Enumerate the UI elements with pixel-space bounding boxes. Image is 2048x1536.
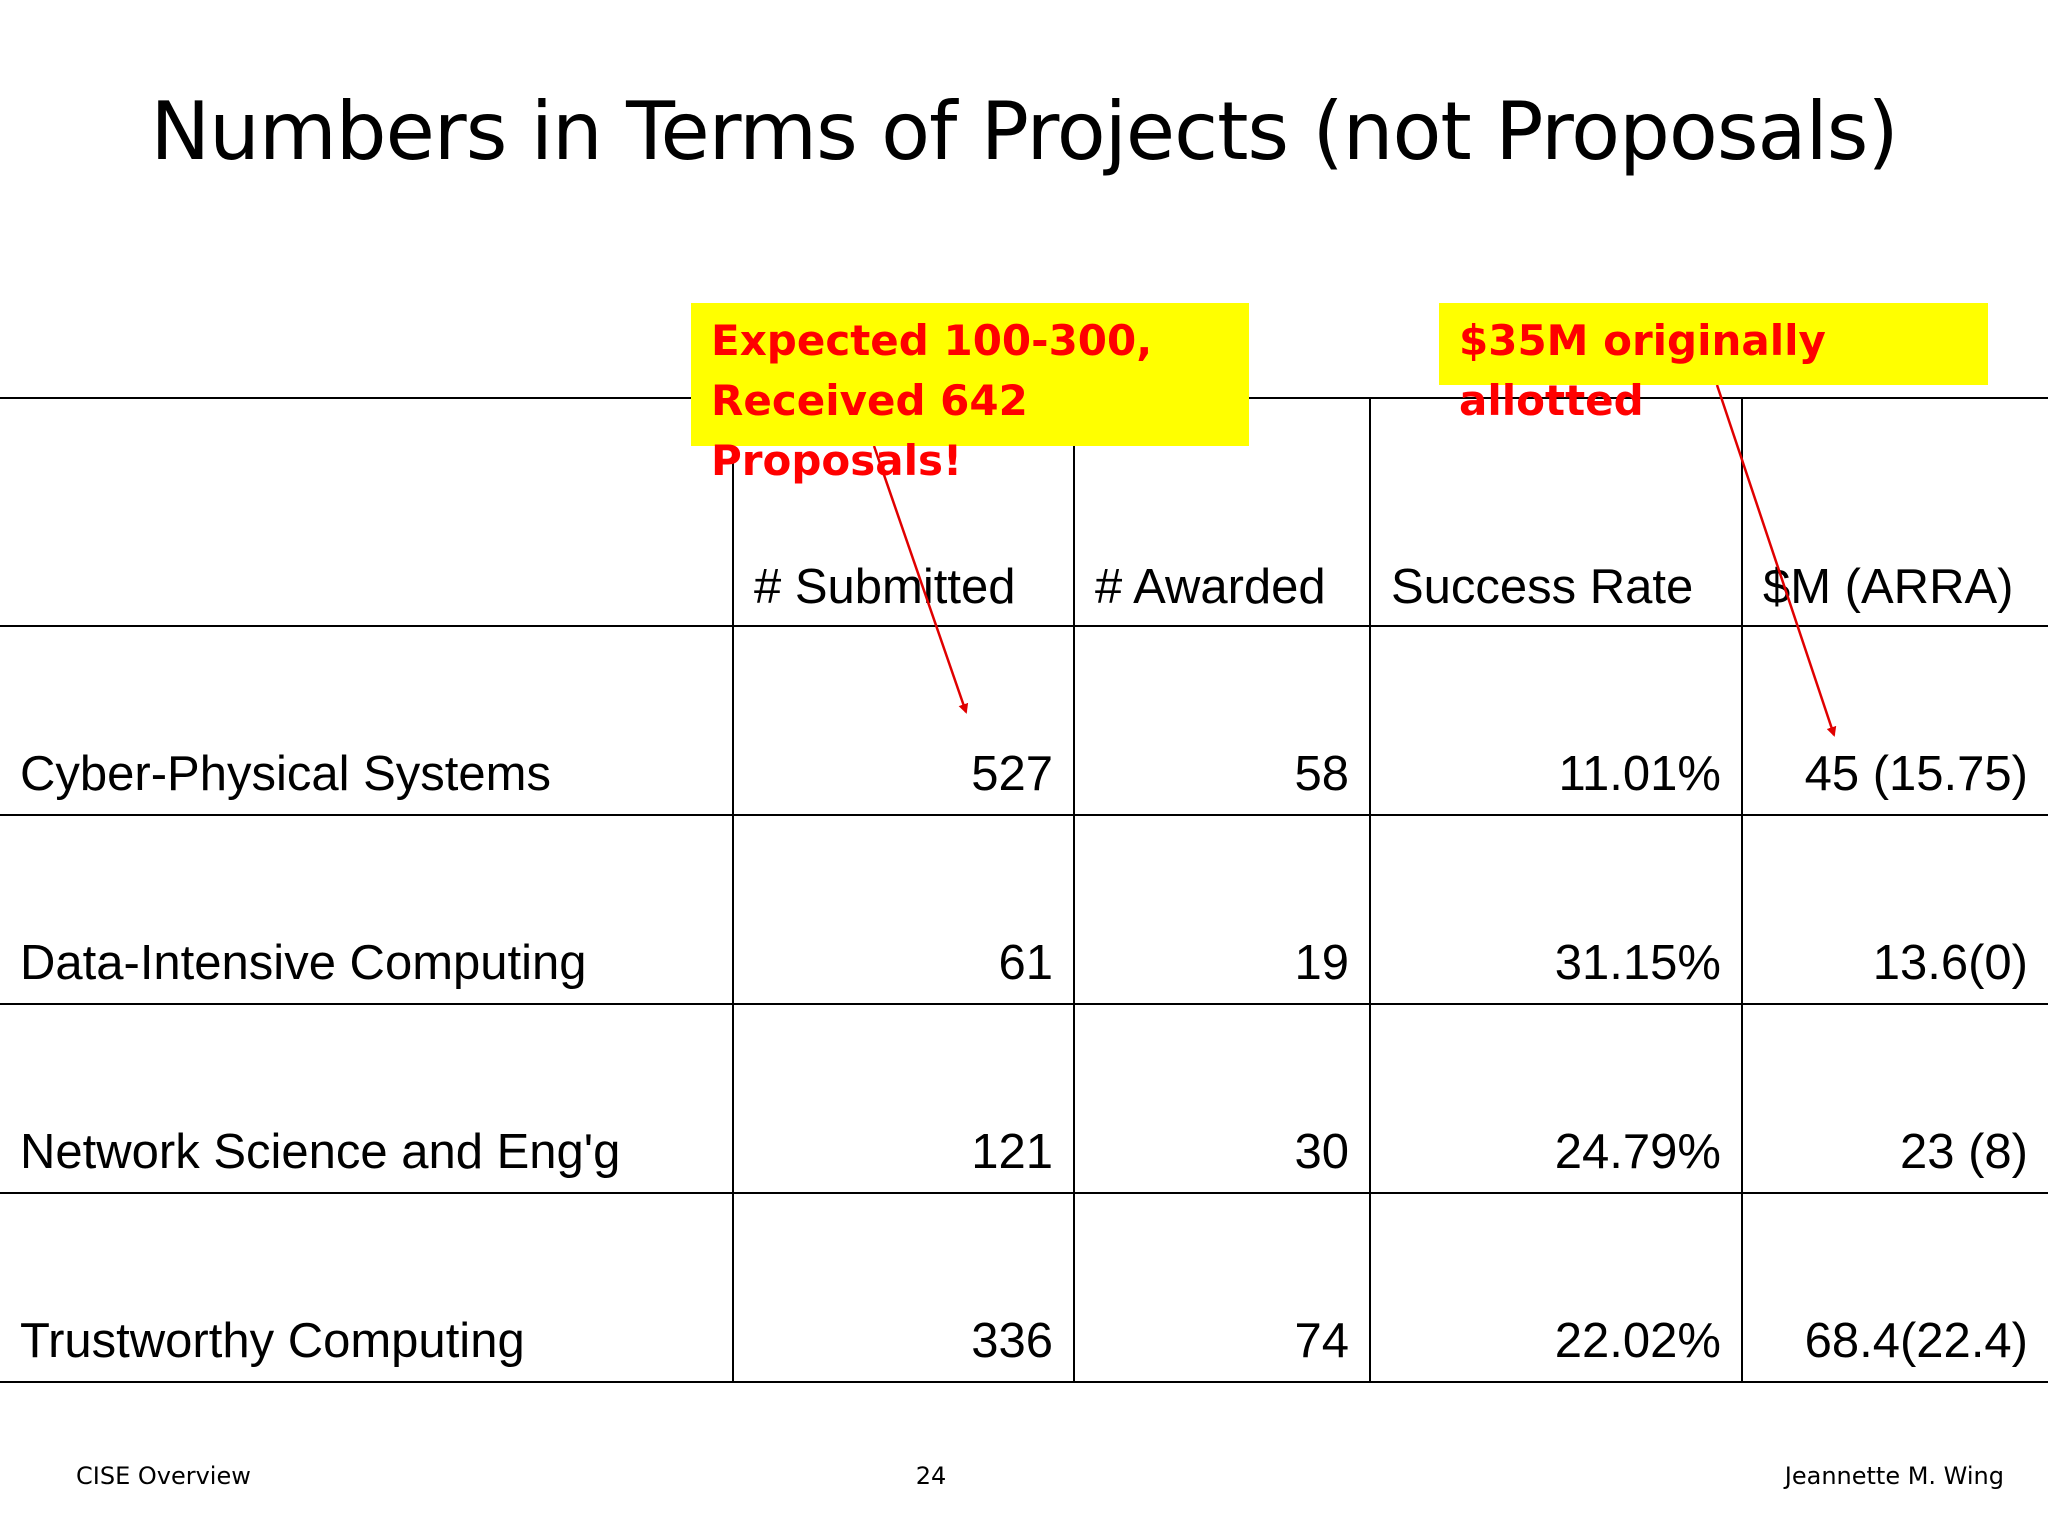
program-name-cell: Network Science and Eng'g	[0, 1003, 734, 1194]
header-cell-arra: $M (ARRA)	[1741, 397, 2048, 627]
header-cell-success-rate: Success Rate	[1369, 397, 1743, 627]
success-rate-cell: 24.79%	[1369, 1003, 1743, 1194]
header-cell-program	[0, 397, 734, 627]
program-name-cell: Cyber-Physical Systems	[0, 625, 734, 816]
table-row: Data-Intensive Computing 61 19 31.15% 13…	[0, 814, 2048, 1005]
submitted-cell: 527	[732, 625, 1075, 816]
submitted-cell: 121	[732, 1003, 1075, 1194]
submitted-callout: Expected 100-300, Received 642 Proposals…	[691, 303, 1249, 485]
success-rate-cell: 22.02%	[1369, 1192, 1743, 1383]
success-rate-cell: 11.01%	[1369, 625, 1743, 816]
submitted-cell: 61	[732, 814, 1075, 1005]
arra-cell: 23 (8)	[1741, 1003, 2048, 1194]
awarded-cell: 19	[1073, 814, 1371, 1005]
table-row: Cyber-Physical Systems 527 58 11.01% 45 …	[0, 625, 2048, 816]
awarded-cell: 58	[1073, 625, 1371, 816]
program-name-cell: Data-Intensive Computing	[0, 814, 734, 1005]
awarded-cell: 74	[1073, 1192, 1371, 1383]
awarded-cell: 30	[1073, 1003, 1371, 1194]
success-rate-cell: 31.15%	[1369, 814, 1743, 1005]
arra-callout: $35M originally allotted	[1439, 303, 1988, 425]
submitted-callout-line2: Received 642 Proposals!	[711, 376, 1028, 485]
projects-table: # Submitted # Awarded Success Rate $M (A…	[0, 397, 2048, 1383]
submitted-cell: 336	[732, 1192, 1075, 1383]
submitted-callout-line1: Expected 100-300,	[711, 316, 1153, 365]
arra-cell: 68.4(22.4)	[1741, 1192, 2048, 1383]
arra-cell: 13.6(0)	[1741, 814, 2048, 1005]
footer-left: CISE Overview	[76, 1462, 251, 1490]
slide-title: Numbers in Terms of Projects (not Propos…	[150, 85, 1898, 178]
footer-right: Jeannette M. Wing	[1784, 1462, 2004, 1490]
program-name-cell: Trustworthy Computing	[0, 1192, 734, 1383]
footer-page-number: 24	[915, 1462, 947, 1490]
arra-cell: 45 (15.75)	[1741, 625, 2048, 816]
table-row: Network Science and Eng'g 121 30 24.79% …	[0, 1003, 2048, 1194]
table-row: Trustworthy Computing 336 74 22.02% 68.4…	[0, 1192, 2048, 1383]
